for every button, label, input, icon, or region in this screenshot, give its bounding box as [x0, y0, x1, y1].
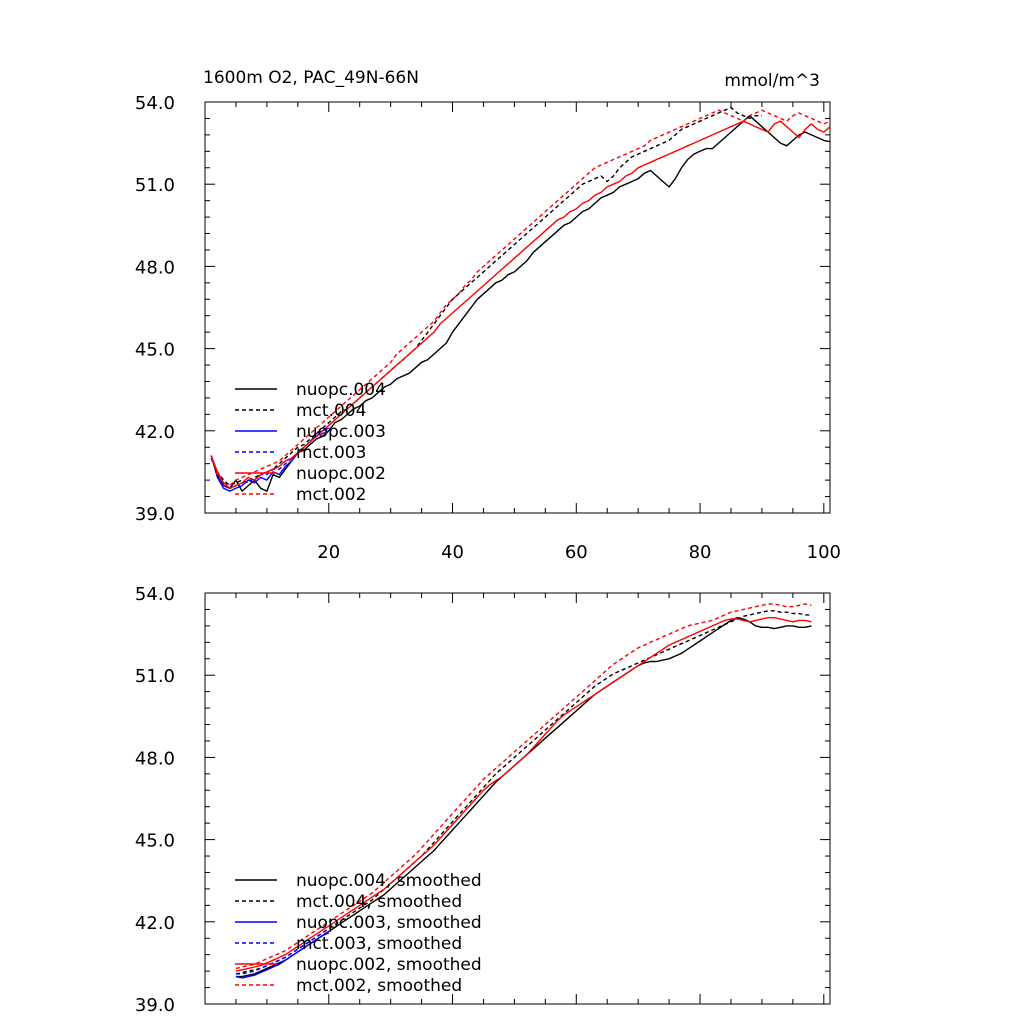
legend-entry: nuopc.002, smoothed — [296, 955, 482, 975]
y-tick-label: 54.0 — [135, 584, 175, 605]
units-label: mmol/m^3 — [724, 71, 820, 91]
x-tick-label: 60 — [565, 542, 588, 563]
legend-entry: nuopc.003, smoothed — [296, 913, 482, 933]
y-tick-label: 48.0 — [135, 748, 175, 769]
legend-entry: nuopc.004 — [296, 380, 386, 400]
x-tick-label: 80 — [689, 542, 712, 563]
legend-entry: mct.004, smoothed — [296, 892, 462, 912]
legend-entry: nuopc.003 — [296, 422, 386, 442]
legend-entry: nuopc.004, smoothed — [296, 871, 482, 891]
series-line-nuopc-004 — [210, 114, 830, 492]
y-tick-label: 45.0 — [135, 831, 175, 852]
x-tick-label: 40 — [441, 542, 464, 563]
y-tick-label: 39.0 — [135, 504, 175, 525]
x-tick-label: 100 — [807, 542, 841, 563]
y-tick-label: 42.0 — [135, 422, 175, 443]
series-line-mct-004-smoothed — [235, 610, 812, 975]
series-line-nuopc-002-smoothed — [235, 617, 812, 972]
y-tick-label: 54.0 — [135, 93, 175, 114]
y-tick-label: 51.0 — [135, 175, 175, 196]
y-tick-label: 51.0 — [135, 666, 175, 687]
y-tick-label: 45.0 — [135, 340, 175, 361]
top-panel: 20 40 60 80 100 39.0 42.0 45.0 48.0 51.0 54.0 nuopc… — [135, 93, 841, 563]
legend-entry: mct.003, smoothed — [296, 934, 462, 954]
series-line-mct-002-smoothed — [235, 603, 812, 970]
legend-entry: mct.002, smoothed — [296, 976, 462, 996]
series-line-nuopc-002 — [210, 120, 830, 489]
y-tick-label: 48.0 — [135, 257, 175, 278]
bottom-plot-frame — [204, 592, 831, 1005]
series-line-mct-004 — [210, 106, 762, 487]
legend-entry: mct.002 — [296, 485, 366, 505]
top-plot-frame — [204, 101, 831, 514]
x-tick-label: 20 — [317, 542, 340, 563]
series-line-mct-003-smoothed — [235, 928, 330, 975]
bottom-panel: 39.0 42.0 45.0 48.0 51.0 54.0 nuopc.004, smoot… — [135, 584, 831, 1016]
legend-entry: mct.004 — [296, 401, 366, 421]
y-tick-label: 42.0 — [135, 913, 175, 934]
legend-entry: mct.003 — [296, 443, 366, 463]
series-line-nuopc-003-smoothed — [235, 932, 330, 979]
y-tick-label: 39.0 — [135, 995, 175, 1016]
chart-title: 1600m O2, PAC_49N-66N — [203, 68, 419, 88]
legend-entry: nuopc.002 — [296, 464, 386, 484]
series-line-mct-002 — [210, 109, 830, 487]
